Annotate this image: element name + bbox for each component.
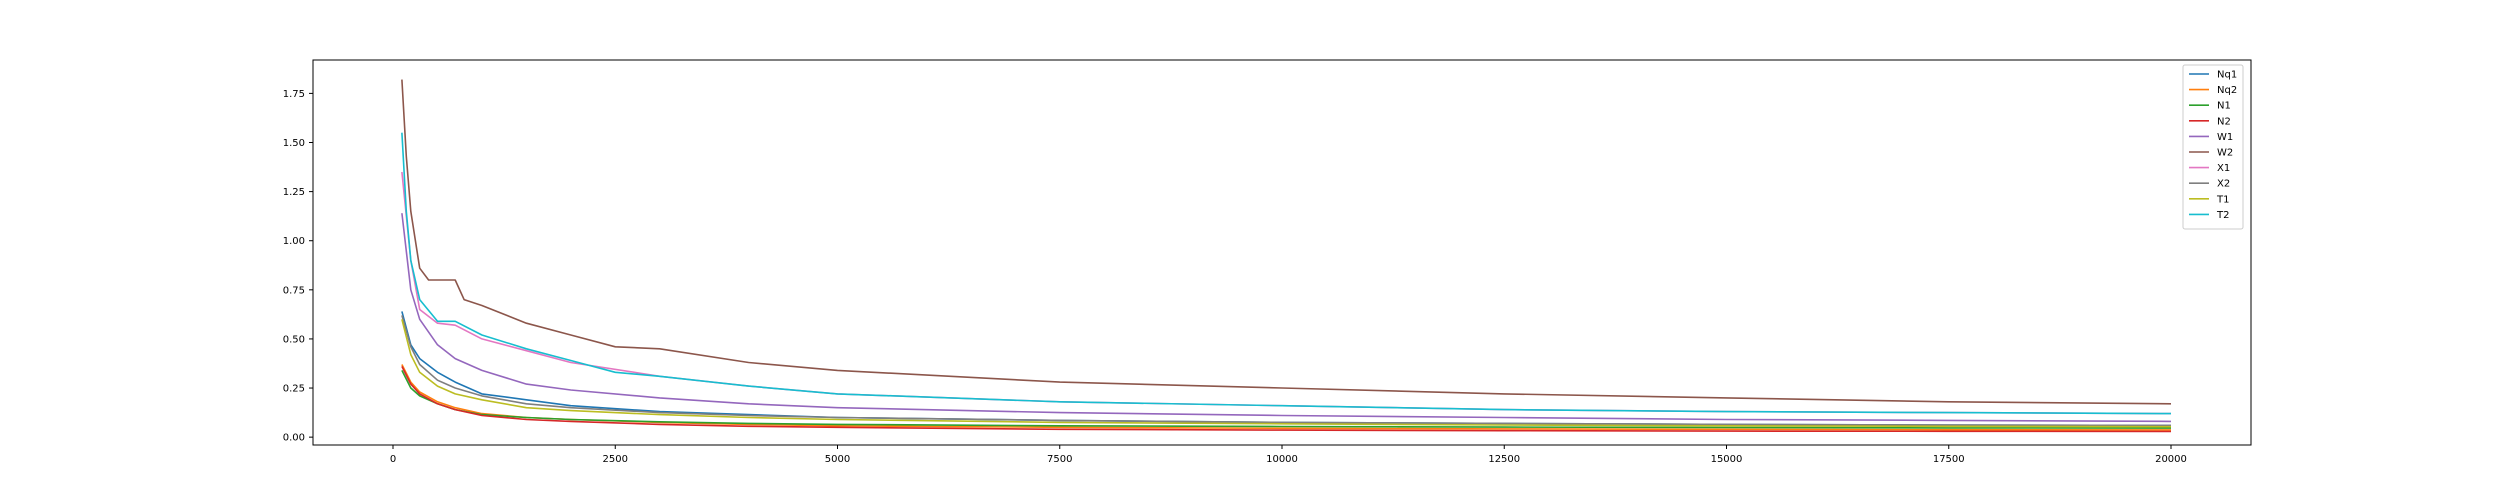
x-tick-label: 5000 xyxy=(825,454,850,465)
series-lines xyxy=(401,79,2172,433)
y-tick-label: 1.50 xyxy=(283,138,305,149)
y-tick-label: 0.25 xyxy=(283,384,305,395)
y-tick-label: 1.25 xyxy=(283,187,305,198)
series-line-w2 xyxy=(401,79,2172,405)
x-tick-label: 20000 xyxy=(2155,454,2187,465)
y-tick-label: 0.75 xyxy=(283,285,305,296)
x-tick-label: 17500 xyxy=(1933,454,1965,465)
series-line-x2 xyxy=(401,315,2172,427)
legend-label-x1: X1 xyxy=(2217,163,2230,174)
y-axis: 0.00 0.25 0.50 0.75 1.00 1.25 1.50 1.75 xyxy=(283,89,313,444)
x-axis: 0 2500 5000 7500 10000 12500 15000 17500 20000 xyxy=(390,445,2187,465)
legend-label-nq2: Nq2 xyxy=(2217,85,2237,96)
y-tick-label: 0.00 xyxy=(283,433,305,444)
legend-label-t1: T1 xyxy=(2216,194,2229,205)
x-tick-label: 7500 xyxy=(1047,454,1072,465)
x-tick-label: 10000 xyxy=(1266,454,1298,465)
legend-label-n1: N1 xyxy=(2217,101,2231,112)
x-tick-label: 15000 xyxy=(1711,454,1743,465)
legend: Nq1 Nq2 N1 N2 W1 W2 X1 X2 T1 T2 xyxy=(2182,64,2244,230)
series-line-t1 xyxy=(401,319,2172,428)
series-line-w1 xyxy=(401,213,2172,423)
legend-label-t2: T2 xyxy=(2216,210,2229,221)
y-tick-label: 1.00 xyxy=(283,236,305,247)
series-line-nq1 xyxy=(401,311,2172,427)
legend-box xyxy=(2182,64,2244,230)
x-tick-label: 12500 xyxy=(1488,454,1520,465)
legend-label-nq1: Nq1 xyxy=(2217,70,2237,81)
legend-label-x2: X2 xyxy=(2217,179,2230,190)
x-tick-label: 0 xyxy=(390,454,396,465)
legend-label-w1: W1 xyxy=(2217,132,2233,143)
legend-label-w2: W2 xyxy=(2217,148,2233,159)
y-tick-label: 0.50 xyxy=(283,334,305,345)
y-tick-label: 1.75 xyxy=(283,89,305,100)
legend-label-n2: N2 xyxy=(2217,116,2231,127)
series-line-t2 xyxy=(401,132,2172,415)
series-line-n2 xyxy=(401,366,2172,433)
x-tick-label: 2500 xyxy=(603,454,628,465)
